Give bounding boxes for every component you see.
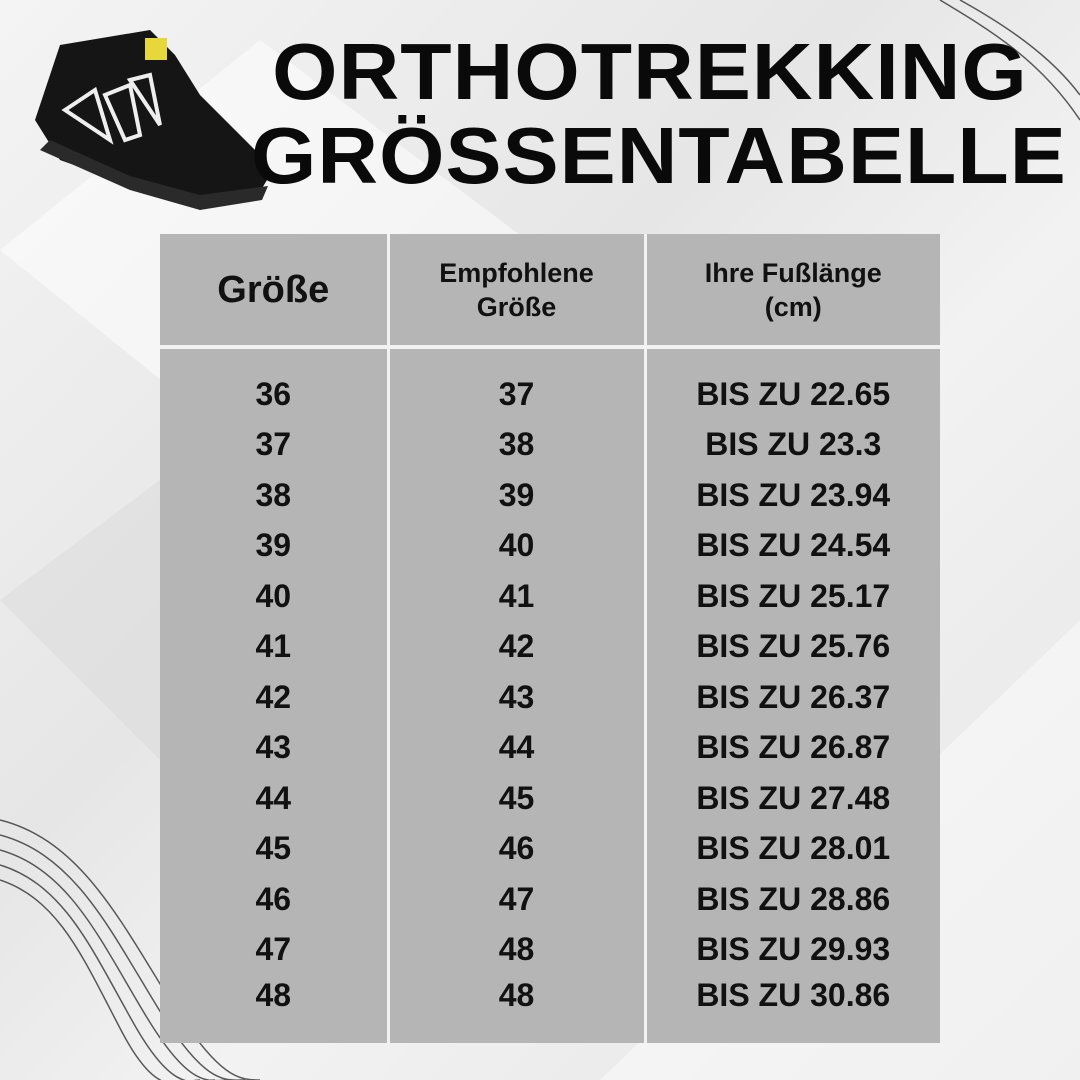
table-cell: 43 [160, 722, 390, 773]
table-cell: 46 [388, 823, 647, 874]
table-cell: 47 [160, 924, 390, 975]
table-row: 47 48 BIS ZU 29.93 [160, 924, 940, 975]
table-row: 43 44 BIS ZU 26.87 [160, 722, 940, 773]
title: ORTHOTREKKING GRÖSSENTABELLE [251, 30, 1066, 198]
table-row: 46 47 BIS ZU 28.86 [160, 874, 940, 925]
header-line: (cm) [764, 291, 822, 322]
table-cell: BIS ZU 28.01 [645, 823, 940, 874]
size-table: Größe Empfohlene Größe Ihre Fußlänge (cm) 36… [160, 234, 940, 1043]
table-row: 45 46 BIS ZU 28.01 [160, 823, 940, 874]
table-cell: BIS ZU 22.65 [645, 347, 940, 420]
header-line: Ihre Fußlänge [704, 257, 882, 288]
table-cell: 44 [160, 773, 390, 824]
table-cell: 45 [160, 823, 390, 874]
table-cell: 44 [388, 722, 647, 773]
table-cell: 40 [388, 520, 647, 571]
table-cell: 47 [388, 874, 647, 925]
table-cell: 45 [388, 773, 647, 824]
table-cell: BIS ZU 30.86 [645, 975, 940, 1043]
header-row: Größe Empfohlene Größe Ihre Fußlänge (cm) [160, 234, 940, 349]
table-cell: BIS ZU 23.3 [645, 419, 940, 470]
table-cell: 39 [388, 470, 647, 521]
table-cell: BIS ZU 26.87 [645, 722, 940, 773]
table-row: 48 48 BIS ZU 30.86 [160, 975, 940, 1043]
table-cell: BIS ZU 25.17 [645, 571, 940, 622]
table-row: 37 38 BIS ZU 23.3 [160, 419, 940, 470]
table-row: 41 42 BIS ZU 25.76 [160, 621, 940, 672]
table-cell: BIS ZU 29.93 [645, 924, 940, 975]
table-cell: BIS ZU 23.94 [645, 470, 940, 521]
table-cell: 37 [388, 347, 647, 420]
table-row: 40 41 BIS ZU 25.17 [160, 571, 940, 622]
table-cell: 48 [388, 924, 647, 975]
table-cell: 42 [388, 621, 647, 672]
table-row: 39 40 BIS ZU 24.54 [160, 520, 940, 571]
shoe-illustration [35, 30, 270, 210]
column-header: Ihre Fußlänge (cm) [645, 234, 940, 349]
header-line: Empfohlene [439, 257, 594, 288]
table-row: 38 39 BIS ZU 23.94 [160, 470, 940, 521]
table-cell: 43 [388, 672, 647, 723]
table-cell: 36 [160, 347, 390, 420]
table-cell: BIS ZU 27.48 [645, 773, 940, 824]
table-row: 44 45 BIS ZU 27.48 [160, 773, 940, 824]
table-cell: 41 [388, 571, 647, 622]
title-line: GRÖSSENTABELLE [251, 111, 1067, 200]
header-line: Größe [476, 291, 557, 322]
table-cell: 48 [388, 975, 647, 1043]
table-cell: 41 [160, 621, 390, 672]
table-cell: BIS ZU 26.37 [645, 672, 940, 723]
table-cell: BIS ZU 24.54 [645, 520, 940, 571]
table-cell: 42 [160, 672, 390, 723]
header-line: Größe [217, 268, 330, 311]
table-cell: 40 [160, 571, 390, 622]
title-line: ORTHOTREKKING [272, 27, 1028, 116]
table-row: 36 37 BIS ZU 22.65 [160, 347, 940, 420]
table-cell: 48 [160, 975, 390, 1043]
table-cell: BIS ZU 25.76 [645, 621, 940, 672]
table-row: 42 43 BIS ZU 26.37 [160, 672, 940, 723]
table-cell: 38 [388, 419, 647, 470]
table-cell: BIS ZU 28.86 [645, 874, 940, 925]
table-cell: 38 [160, 470, 390, 521]
column-header: Größe [160, 234, 390, 349]
column-header: Empfohlene Größe [388, 234, 647, 349]
table-cell: 37 [160, 419, 390, 470]
table-cell: 46 [160, 874, 390, 925]
table-cell: 39 [160, 520, 390, 571]
